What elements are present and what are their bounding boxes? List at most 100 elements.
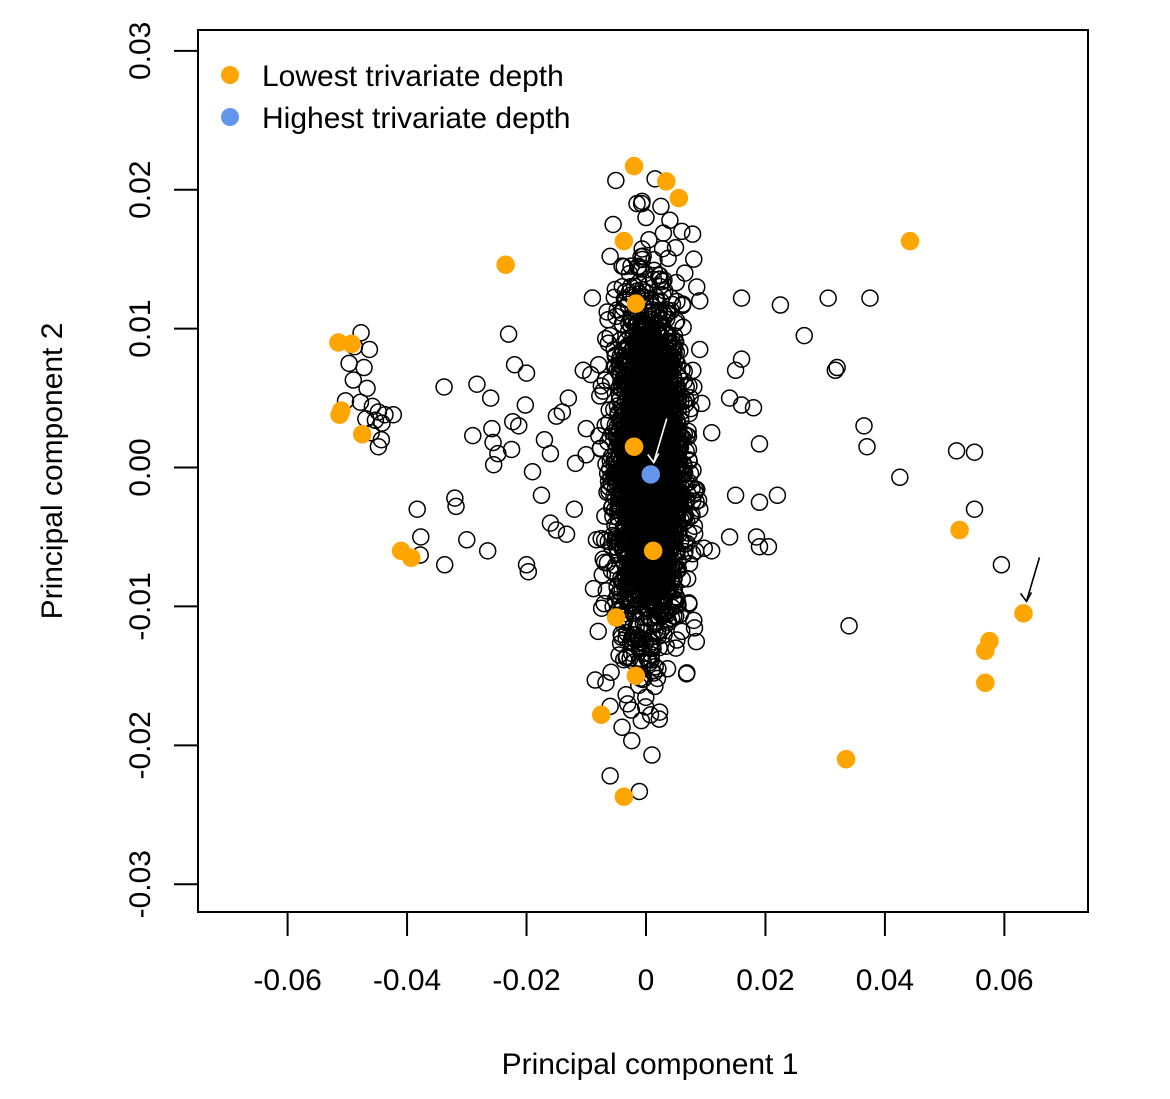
data-point [481, 389, 500, 407]
lowest-depth-point [342, 334, 361, 354]
annotation-arrowhead [647, 453, 660, 464]
data-point [627, 535, 645, 554]
data-point [644, 639, 662, 658]
lowest-depth-point [836, 749, 856, 769]
data-point [665, 580, 684, 598]
data-point [483, 419, 501, 438]
data-point [596, 330, 615, 348]
data-point [369, 437, 388, 456]
data-point [640, 230, 658, 249]
data-point [688, 278, 706, 296]
data-point [638, 378, 657, 397]
lowest-depth-point [626, 666, 646, 686]
data-point [675, 464, 694, 482]
data-point [647, 485, 665, 503]
data-point [607, 527, 625, 546]
y-tick-label: 0.01 [124, 299, 157, 357]
data-point [638, 483, 657, 501]
data-point [685, 611, 703, 630]
data-point [744, 399, 763, 417]
data-point [615, 373, 633, 392]
data-point [678, 426, 696, 445]
y-tick-label: 0.00 [124, 438, 157, 496]
data-point [605, 288, 624, 307]
data-point [687, 632, 706, 651]
data-point [637, 208, 655, 227]
data-point [628, 194, 646, 213]
data-point [861, 289, 879, 307]
annotation-arrow [1025, 557, 1041, 602]
data-point [589, 622, 607, 641]
data-point [658, 451, 676, 470]
data-point [484, 433, 502, 452]
data-point [340, 354, 358, 373]
data-point [351, 393, 370, 411]
y-tick-label: 0.02 [124, 161, 157, 219]
data-point [626, 394, 645, 412]
data-point [726, 486, 745, 505]
data-point [690, 340, 709, 359]
data-point [592, 599, 611, 617]
data-point [654, 402, 673, 420]
data-point [662, 302, 681, 320]
data-point [616, 578, 634, 597]
data-point [666, 238, 685, 257]
data-point [750, 435, 769, 453]
data-point [412, 528, 430, 546]
data-point [655, 372, 673, 391]
lowest-depth-point [976, 673, 995, 693]
data-point [622, 572, 641, 590]
data-point [584, 579, 603, 598]
data-point [646, 677, 664, 696]
y-tick-label: 0.03 [124, 22, 157, 80]
data-point [655, 617, 674, 635]
data-point [645, 368, 663, 387]
data-point [458, 531, 476, 549]
x-tick-label: -0.06 [253, 964, 321, 997]
data-point [732, 350, 751, 368]
data-point [681, 388, 699, 407]
data-point [651, 277, 669, 296]
data-point [594, 382, 612, 400]
data-point [517, 556, 536, 574]
lowest-depth-point [353, 424, 372, 444]
data-point [648, 428, 667, 447]
data-point [947, 442, 966, 460]
lowest-depth-point [950, 520, 969, 540]
data-point [702, 424, 721, 442]
data-point [517, 364, 536, 382]
data-point [795, 326, 814, 345]
data-point [666, 530, 684, 549]
data-point [624, 617, 642, 636]
data-point [891, 468, 909, 487]
data-point [685, 378, 703, 396]
x-tick-label: -0.04 [373, 964, 441, 997]
data-point [635, 352, 653, 371]
data-point [634, 514, 652, 532]
data-point [690, 292, 709, 310]
legend-marker-highest [221, 108, 239, 126]
lowest-depth-point [614, 787, 634, 806]
data-point [446, 489, 464, 507]
data-point [606, 346, 625, 364]
data-point [664, 557, 683, 575]
data-point [630, 273, 648, 292]
data-point [344, 371, 363, 389]
data-point [750, 537, 769, 556]
data-point [595, 594, 613, 613]
data-point [644, 600, 663, 618]
data-point [653, 239, 672, 258]
lowest-depth-point [624, 156, 644, 176]
data-point [504, 412, 522, 431]
data-point [671, 486, 689, 504]
data-point [659, 414, 677, 432]
points-layer [329, 156, 1033, 806]
lowest-depth-point [614, 231, 634, 251]
data-point [622, 701, 641, 719]
data-point [633, 240, 651, 258]
data-point [965, 500, 984, 518]
data-point [621, 649, 639, 667]
data-point [360, 340, 379, 359]
annotation-arrowhead [1019, 591, 1033, 603]
